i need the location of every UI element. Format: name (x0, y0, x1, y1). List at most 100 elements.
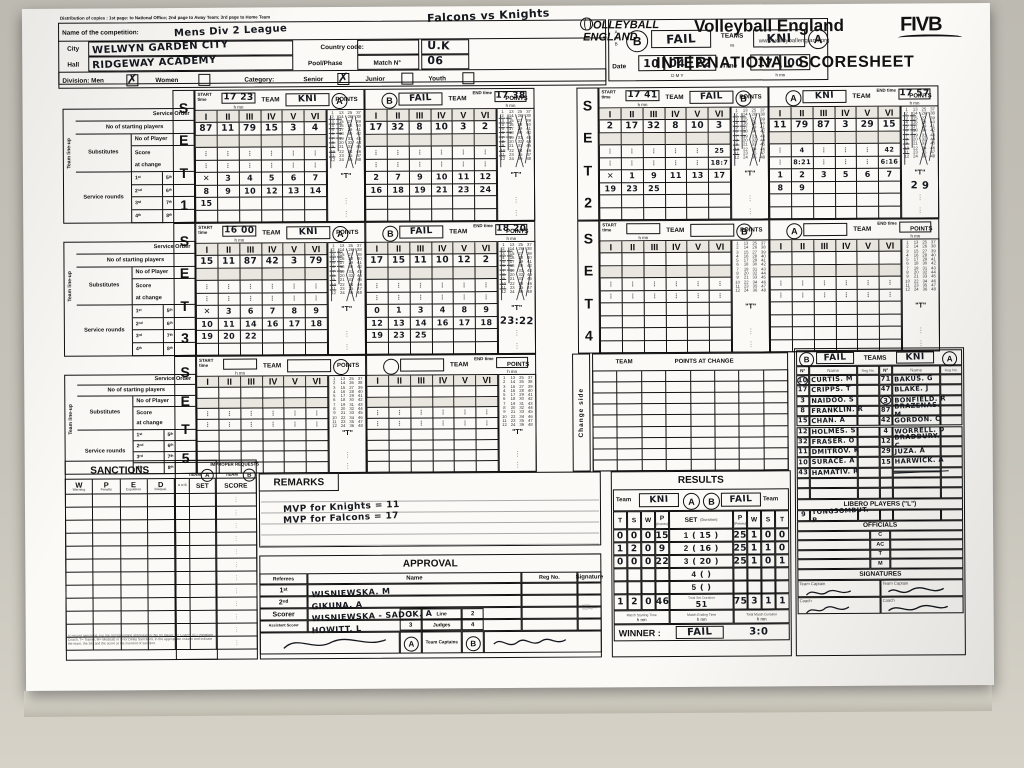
lineup-cell (306, 462, 329, 474)
results-cell: 0 (641, 555, 656, 569)
position-header-cell: VI (879, 239, 902, 253)
position-header-cell: I (600, 241, 623, 254)
lineup-grid[interactable]: I II III IV V VI ⋮ ⋮ ⋮ ⋮ ⋮ ⋮ ⋮ ⋮ ⋮ ⋮ ⋮ ⋮ (769, 238, 903, 353)
lineup-cell (600, 207, 623, 221)
lineup-cell (389, 451, 412, 462)
sanctions-col-header: W Warning (65, 479, 94, 495)
roster-reg-cell[interactable] (857, 488, 880, 499)
lineup-cell: ⋮ (239, 160, 262, 173)
approval-reg-cell[interactable] (521, 582, 578, 595)
lineup-cell: 10 (196, 318, 219, 332)
start-time-value: 16 00 (224, 225, 255, 236)
lineup-cell (305, 267, 328, 281)
lineup-cell (600, 195, 622, 208)
official-name-b[interactable] (797, 539, 871, 550)
category-label: Category: (244, 76, 275, 84)
sanctions-body[interactable] (64, 494, 176, 651)
lineup-grid[interactable]: I II III IV V VI 11 79 87 3 29 15 ⋮ 4 ⋮ ⋮ ⋮ 42 ⋮ 8:21 ⋮ ⋮ ⋮ 6:1… (768, 105, 902, 220)
results-total-duration-value: 51 (695, 599, 708, 609)
lineup-cell (858, 314, 881, 327)
sanctions-col-header: D Disqual. (147, 479, 175, 495)
lineup-cell (366, 209, 389, 222)
junior-label: Junior (365, 75, 385, 83)
lineup-cell: ⋮ (219, 408, 242, 420)
official-name-a[interactable] (890, 529, 964, 540)
junior-checkbox[interactable] (401, 72, 414, 85)
sanctions-cell (121, 637, 149, 651)
official-name-a[interactable] (890, 558, 964, 569)
struck-name-line (893, 470, 941, 473)
lineup-grid[interactable]: I II III IV V VI 17 32 8 10 3 2 ⋮ ⋮ ⋮ ⋮ ⋮ ⋮ ⋮ ⋮ ⋮ ⋮ ⋮ ⋮ 2 7 9 10 11 1… (364, 108, 498, 222)
libero-reg-cell[interactable] (940, 508, 964, 520)
sanctions-cell (148, 585, 176, 599)
lineup-grid[interactable]: I II III IV V VI 87 11 79 15 3 4 ⋮ ⋮ ⋮ ⋮ ⋮ ⋮ ⋮ ⋮ ⋮ ⋮ ⋮ ⋮ ✕ 3 4 5 6 7 8… (194, 109, 328, 223)
points-at-change-grid[interactable] (592, 369, 789, 472)
lineup-cell (455, 461, 477, 473)
points-at-change-cell (666, 437, 692, 449)
lineup-cell (644, 340, 667, 354)
lineup-cell (644, 328, 667, 341)
points-at-change-cell (715, 403, 740, 416)
position-header-cell: V (283, 243, 306, 256)
country-code-field[interactable] (357, 39, 420, 55)
points-at-change-cell (763, 403, 789, 415)
match-no-label: Match N° (373, 59, 401, 67)
lineup-grid[interactable]: I II III IV V VI ⋮ ⋮ ⋮ ⋮ ⋮ ⋮ ⋮ ⋮ ⋮ ⋮ ⋮ ⋮ (599, 239, 733, 354)
remarks-title: REMARKS (273, 477, 325, 489)
lineup-cell (474, 133, 497, 147)
lineup-cell: ⋮ (217, 160, 240, 173)
lineup-cell: 4 (304, 122, 327, 136)
division-women-checkbox[interactable] (198, 73, 211, 86)
lineup-cell (878, 131, 901, 145)
roster-no-header: N° (796, 366, 810, 376)
sanctions-cell (93, 585, 122, 599)
lineup-cell: 9 (305, 305, 328, 318)
lineup-cell (622, 303, 645, 316)
results-set-number: 5 (691, 582, 697, 592)
approval-reg-cell[interactable] (521, 606, 578, 619)
sanctions-col-sub: Warning (72, 487, 86, 492)
lineup-cell (366, 196, 388, 210)
sanctions-col-sub: Expulsion (125, 487, 142, 492)
results-cell (627, 568, 642, 582)
roster-reg-cell[interactable] (940, 487, 963, 498)
lineup-cell: 8 (196, 185, 218, 199)
improper-body[interactable]: ⋮ ⋮ ⋮ ⋮ ⋮ ⋮ ⋮ ⋮ ⋮ ⋮ ⋮ ⋮ (174, 493, 258, 651)
lineup-cell (687, 207, 710, 220)
libero-reg-cell[interactable] (857, 509, 881, 521)
approval-reg-cell[interactable] (521, 618, 578, 631)
points-dots: ⋮ (344, 451, 352, 459)
official-name-b[interactable] (797, 558, 871, 569)
lineup-cell: 0 (366, 304, 389, 318)
lineup-cell: 25 (643, 182, 666, 196)
lineup-cell: 13 (388, 317, 411, 330)
service-round-label: 1ˢᵗ (131, 171, 164, 185)
official-name-a[interactable] (890, 539, 964, 550)
points-at-change-cell (617, 437, 643, 450)
lineup-cell: ⋮ (410, 279, 433, 293)
points-subcolumn: 1 2 3 4 5 6 7 8 9 10 11 12 (735, 240, 741, 293)
lineup-grid[interactable]: I II III IV V VI 17 15 11 10 12 2 ⋮ ⋮ ⋮ ⋮ ⋮ ⋮ ⋮ ⋮ ⋮ ⋮ ⋮ ⋮ 0 1 3 4 8 9… (365, 241, 499, 355)
lineup-cell (454, 439, 477, 451)
points-at-change-cell (715, 459, 741, 471)
lineup-grid[interactable]: I II III IV V VI ⋮ ⋮ ⋮ ⋮ ⋮ ⋮ ⋮ ⋮ ⋮ ⋮ ⋮ ⋮ (366, 374, 499, 473)
set-letter: E (179, 265, 190, 282)
improper-score-cell: ⋮ (216, 519, 258, 533)
sanctions-cell (93, 559, 121, 573)
lineup-grid[interactable]: I II III IV V VI 2 17 32 8 10 3 ⋮ ⋮ ⋮ ⋮ ⋮ 25 ⋮ ⋮ ⋮ ⋮ ⋮ 18:7 ✕ 1 9 1… (598, 106, 732, 221)
official-name-b[interactable] (797, 549, 871, 560)
lineup-grid[interactable]: I II III IV V VI 15 11 87 42 3 79 ⋮ ⋮ ⋮ ⋮ ⋮ ⋮ ⋮ ⋮ ⋮ ⋮ ⋮ ⋮ ✕ 3 6 7 8 9… (195, 242, 329, 356)
youth-checkbox[interactable] (462, 72, 475, 85)
lineup-cell (262, 342, 285, 356)
official-name-b[interactable] (797, 530, 871, 541)
official-name-a[interactable] (890, 548, 964, 559)
referee-signatures (581, 581, 598, 631)
lineup-cell (665, 207, 688, 221)
lineup-cell (600, 328, 623, 341)
lineup-cell: ⋮ (283, 280, 306, 294)
team-word: TEAM (852, 92, 871, 100)
lineup-cell: ⋮ (239, 147, 262, 161)
approval-reg-cell[interactable] (521, 594, 578, 607)
lineup-cell (306, 330, 328, 343)
roster-no-value: 71 (880, 374, 891, 383)
